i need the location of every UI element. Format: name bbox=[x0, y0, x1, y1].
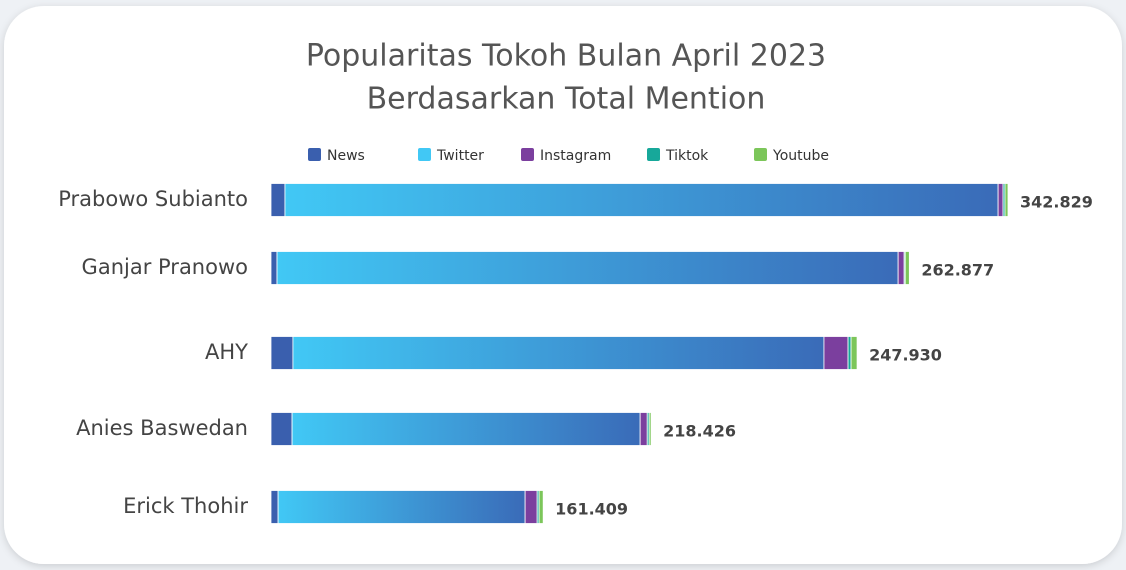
total-label: 218.426 bbox=[663, 422, 736, 441]
bar-segment bbox=[823, 336, 849, 370]
category-label: Anies Baswedan bbox=[76, 416, 248, 440]
bar-segment bbox=[270, 336, 294, 370]
bar-segment bbox=[277, 490, 526, 524]
bar-segment bbox=[997, 183, 1004, 217]
legend-swatch bbox=[308, 148, 321, 161]
bar-segment bbox=[276, 251, 899, 285]
bar-segment bbox=[270, 183, 286, 217]
bar-segment bbox=[897, 251, 905, 285]
category-label: Ganjar Pranowo bbox=[82, 255, 248, 279]
bar-segment bbox=[270, 251, 278, 285]
bar-segment bbox=[847, 336, 852, 370]
legend-label: Instagram bbox=[540, 148, 611, 164]
bar-segment bbox=[904, 251, 910, 285]
bar-segment bbox=[1004, 183, 1009, 217]
chart-title: Popularitas Tokoh Bulan April 2023 bbox=[306, 39, 826, 74]
legend-swatch bbox=[647, 148, 660, 161]
bar-segment bbox=[291, 412, 641, 446]
legend-swatch bbox=[754, 148, 767, 161]
bar-segment bbox=[538, 490, 544, 524]
total-label: 161.409 bbox=[555, 500, 628, 519]
legend-swatch bbox=[418, 148, 431, 161]
chart-title: Berdasarkan Total Mention bbox=[367, 82, 766, 117]
category-label: AHY bbox=[205, 340, 248, 364]
legend-label: Tiktok bbox=[665, 148, 709, 164]
legend-label: News bbox=[327, 148, 365, 164]
bar-segment bbox=[292, 336, 825, 370]
legend-label: Youtube bbox=[772, 148, 829, 164]
legend-swatch bbox=[521, 148, 534, 161]
bar-segment bbox=[639, 412, 648, 446]
total-label: 342.829 bbox=[1020, 193, 1093, 212]
category-label: Prabowo Subianto bbox=[58, 187, 248, 211]
bar-segment bbox=[524, 490, 538, 524]
bar-segment bbox=[270, 412, 293, 446]
bar-segment bbox=[850, 336, 858, 370]
total-label: 262.877 bbox=[921, 261, 994, 280]
bar-segment bbox=[270, 490, 279, 524]
total-label: 247.930 bbox=[869, 346, 942, 365]
bar-segment bbox=[284, 183, 999, 217]
legend-label: Twitter bbox=[436, 148, 484, 164]
bar-segment bbox=[648, 412, 652, 446]
category-label: Erick Thohir bbox=[123, 494, 248, 518]
